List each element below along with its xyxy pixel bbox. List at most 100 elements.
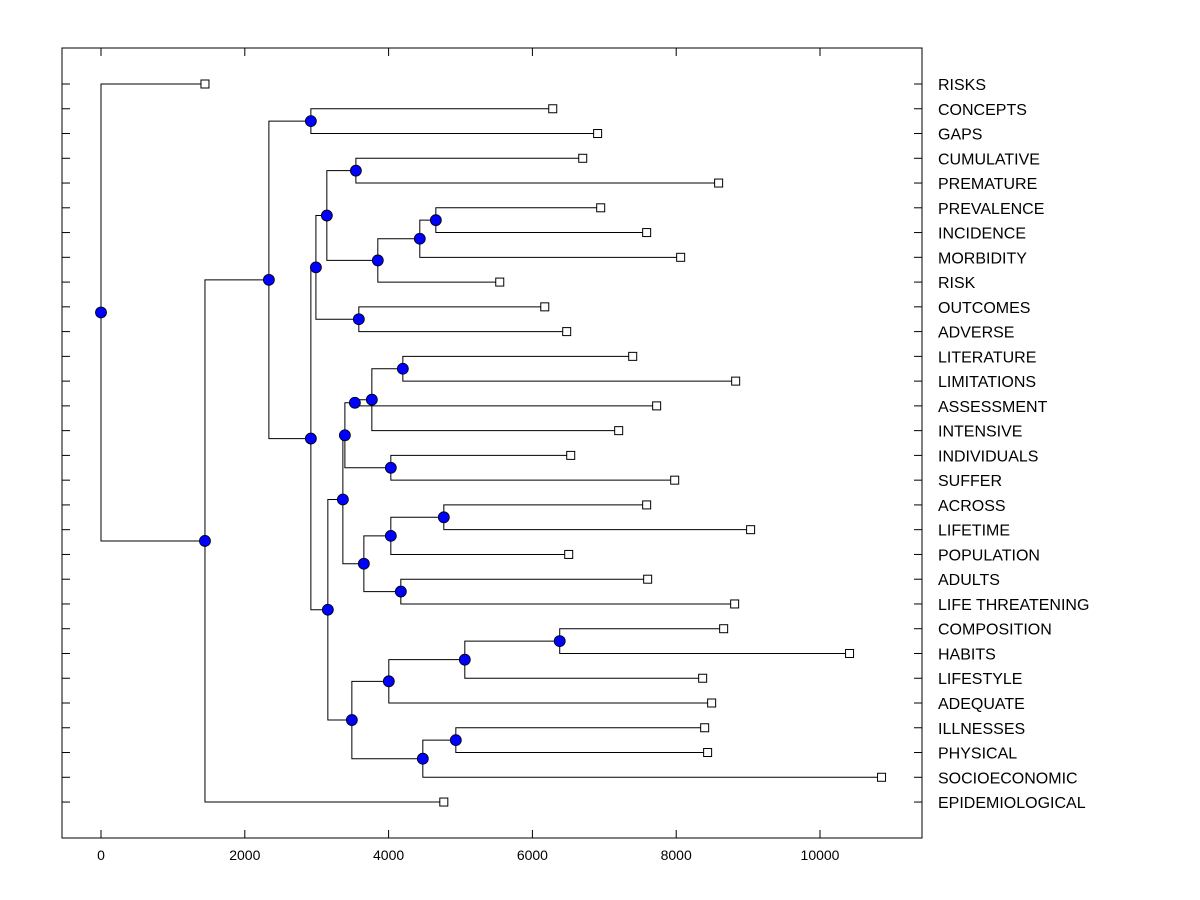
branch-edge [464,659,703,679]
branch-edge [371,368,403,400]
branch-edge [443,517,751,531]
node-marker [345,714,358,726]
branch-edge [310,121,598,135]
leaf-label: RISKS [938,77,986,94]
node-marker [336,493,349,506]
branch-edge [310,108,553,122]
node-marker [413,232,426,245]
branch-edge [435,207,601,221]
leaf-marker [703,748,713,758]
node-marker [348,396,361,409]
branch-edge [464,640,560,660]
leaf-marker [578,153,588,163]
branch-edge [371,399,619,432]
x-tick-label: 2000 [229,847,260,863]
branch-edge [388,659,465,682]
node-marker [262,273,275,286]
x-tick-label: 4000 [373,847,404,863]
leaf-marker [439,797,449,807]
branch-edge [326,170,356,216]
branch-edge [377,238,420,261]
node-marker [384,529,397,542]
leaf-label: PREMATURE [938,176,1037,193]
leaf-marker [730,599,740,609]
node-marker [437,511,450,524]
leaf-label: LIFETIME [938,523,1010,540]
leaf-marker [548,104,558,114]
branch-edge [390,535,569,555]
leaf-marker [562,327,572,337]
leaf-label: ACROSS [938,498,1006,515]
node-marker [458,653,471,666]
leaf-label: LIFESTYLE [938,671,1022,688]
leaf-label: POPULATION [938,547,1040,564]
branch-edge [327,499,343,610]
leaf-label: COMPOSITION [938,622,1052,639]
leaf-label: SOCIOECONOMIC [938,770,1078,787]
branch-edge [355,170,719,184]
node-marker [304,115,317,128]
leaf-marker [564,549,574,559]
branch-edge [400,591,735,605]
tree-edges [100,83,882,803]
branch-edge [326,215,378,261]
branch-edge [268,279,311,440]
branch-edge [315,267,359,320]
node-marker [304,432,317,445]
node-marker [553,635,566,647]
leaf-label: CUMULATIVE [938,151,1040,168]
branch-edge [435,220,647,234]
branch-edge [400,578,648,592]
leaf-label: OUTCOMES [938,300,1030,317]
leaf-marker [566,450,576,460]
node-marker [384,461,397,474]
branch-edge [355,157,583,171]
branch-edge [443,504,647,518]
leaf-marker [628,351,638,361]
node-marker [449,734,462,747]
leaf-label: ADVERSE [938,325,1014,342]
leaf-label: CONCEPTS [938,102,1027,119]
leaf-label: LIFE THREATENING [938,597,1089,614]
node-marker [310,261,322,274]
plot-frame [61,47,923,839]
branch-edge [402,368,736,382]
branch-edge [402,355,633,369]
leaf-label: HABITS [938,646,996,663]
leaf-marker [614,426,624,436]
branch-edge [358,319,567,333]
leaf-marker [596,203,606,213]
node-marker [95,306,107,319]
leaf-label: PHYSICAL [938,746,1017,763]
branch-edge [358,306,545,320]
leaf-marker [707,698,717,708]
branch-edge [422,758,882,778]
leaf-label: ADULTS [938,572,1000,589]
branch-edge [100,83,205,313]
branch-edge [363,563,401,593]
leaf-marker [700,723,710,733]
leaf-marker [540,302,550,312]
node-marker [321,603,334,616]
leaf-marker [200,79,210,89]
branch-edge [559,641,850,654]
branch-edge [422,739,456,759]
node-marker [349,164,362,177]
leaf-label: INDIVIDUALS [938,448,1038,465]
branch-edge [351,720,423,760]
x-tick-labels: 0 2000 4000 6000 8000 10000 [97,847,840,863]
node-marker [320,209,333,222]
branch-edge [354,402,657,407]
leaf-marker [593,129,603,139]
leaf-marker [714,178,724,188]
leaf-label: LIMITATIONS [938,374,1036,391]
tree-marks [95,79,887,807]
x-tick-label: 10000 [801,847,840,863]
leaf-marker [652,401,662,411]
leaf-label: EPIDEMIOLOGICAL [938,795,1086,812]
leaf-label: SUFFER [938,473,1002,490]
leaf-marker [495,277,505,287]
node-marker [396,362,409,375]
leaf-label: INCIDENCE [938,226,1026,243]
leaf-label: PREVALENCE [938,201,1044,218]
